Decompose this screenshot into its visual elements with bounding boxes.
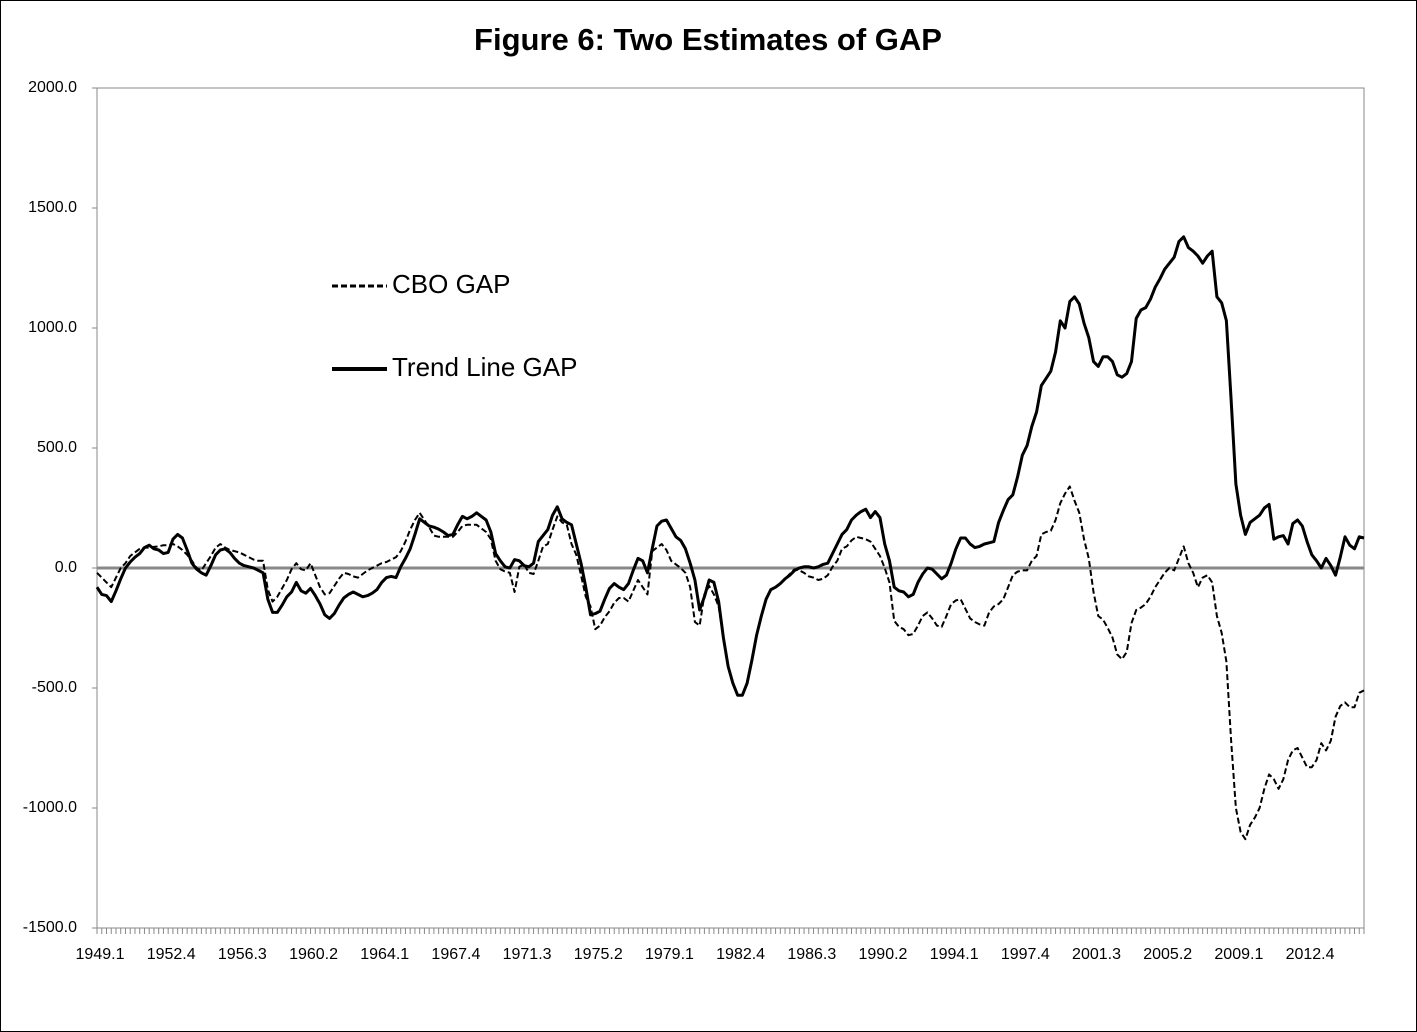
x-tick-label: 1956.3 bbox=[218, 946, 267, 963]
y-tick-label: 2000.0 bbox=[28, 79, 77, 96]
x-tick-label: 1964.1 bbox=[360, 946, 409, 963]
legend-label: Trend Line GAP bbox=[392, 352, 577, 382]
x-tick-label: 2005.2 bbox=[1143, 946, 1192, 963]
y-tick-label: 1000.0 bbox=[28, 319, 77, 336]
y-tick-label: 1500.0 bbox=[28, 199, 77, 216]
x-tick-label: 1960.2 bbox=[289, 946, 338, 963]
y-tick-label: 500.0 bbox=[37, 439, 77, 456]
x-tick-label: 1949.1 bbox=[76, 946, 125, 963]
x-tick-label: 1982.4 bbox=[716, 946, 765, 963]
x-tick-label: 2009.1 bbox=[1214, 946, 1263, 963]
series-line bbox=[95, 235, 1365, 697]
x-tick-label: 2001.3 bbox=[1072, 946, 1121, 963]
y-tick-label: -500.0 bbox=[32, 679, 77, 696]
y-tick-label: -1000.0 bbox=[23, 799, 77, 816]
x-tick-label: 2012.4 bbox=[1286, 946, 1335, 963]
x-tick-label: 1990.2 bbox=[859, 946, 908, 963]
x-tick-label: 1979.1 bbox=[645, 946, 694, 963]
x-tick-label: 1997.4 bbox=[1001, 946, 1050, 963]
x-tick-label: 1975.2 bbox=[574, 946, 623, 963]
x-tick-label: 1971.3 bbox=[503, 946, 552, 963]
x-tick-label: 1967.4 bbox=[431, 946, 480, 963]
legend-label: CBO GAP bbox=[392, 269, 510, 299]
chart-title: Figure 6: Two Estimates of GAP bbox=[474, 22, 942, 57]
y-tick-label: 0.0 bbox=[55, 559, 77, 576]
x-tick-label: 1952.4 bbox=[147, 946, 196, 963]
y-tick-label: -1500.0 bbox=[23, 919, 77, 936]
x-tick-label: 1994.1 bbox=[930, 946, 979, 963]
plot-area bbox=[96, 87, 1365, 929]
x-tick-label: 1986.3 bbox=[787, 946, 836, 963]
